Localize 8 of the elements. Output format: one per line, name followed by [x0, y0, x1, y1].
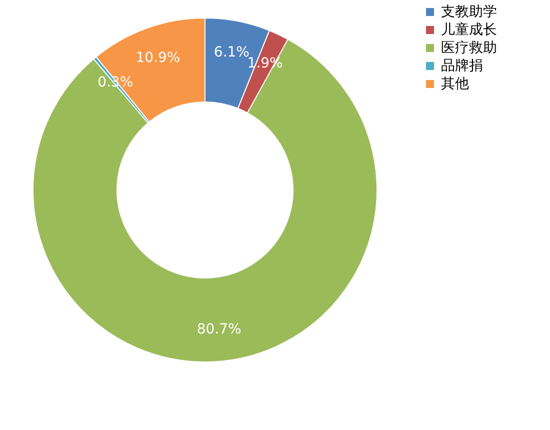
data-label: 80.7% — [196, 321, 242, 338]
legend-label: 医疗救助 — [441, 40, 497, 56]
legend-label: 其他 — [441, 76, 469, 92]
legend-label: 儿童成长 — [441, 22, 497, 38]
data-label: 6.1% — [214, 44, 250, 61]
data-label: 10.9% — [136, 50, 180, 66]
legend-label: 品牌捐 — [441, 58, 483, 74]
legend-label: 支教助学 — [441, 4, 497, 20]
